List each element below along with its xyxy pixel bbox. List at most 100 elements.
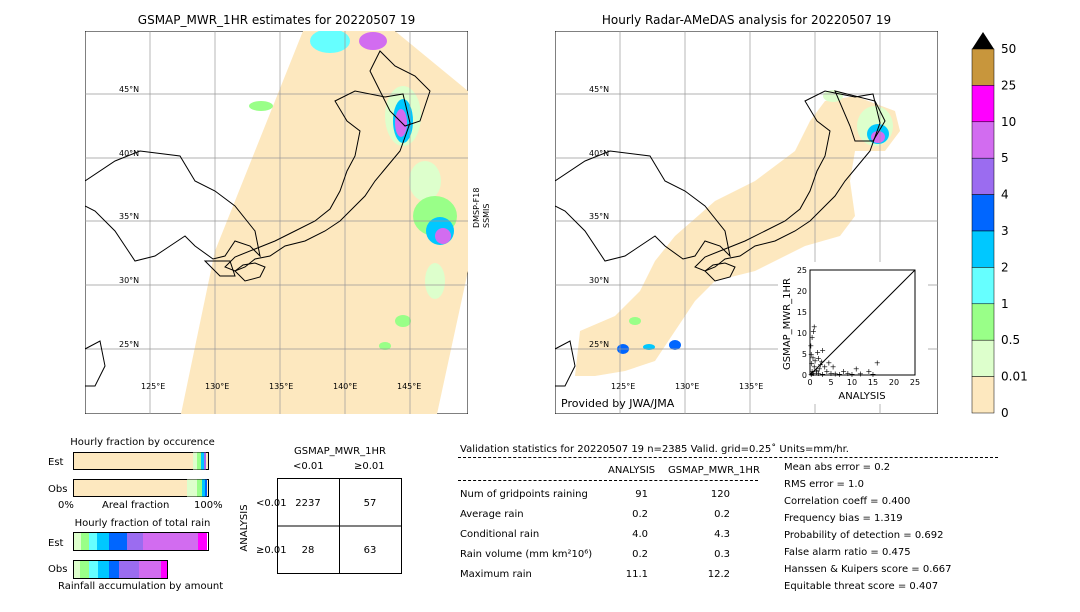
- scatter-point: +: [874, 358, 881, 367]
- data-credit: Provided by JWA/JMA: [561, 397, 675, 410]
- scatter-point: +: [823, 367, 830, 376]
- scatter-ytick-label: 25: [797, 266, 807, 275]
- scatter-chart: +++++++++++++++++++++++++++ +++++++++++ 0…: [778, 262, 928, 404]
- scatter-points: +++++++++++++++++++++++++++ +++++++++++: [807, 323, 880, 379]
- occurrence-est-label: Est: [48, 457, 64, 468]
- scatter-point: +: [844, 369, 851, 378]
- one-to-one-line: [809, 269, 916, 376]
- scatter-point: +: [810, 369, 817, 378]
- scatter-point: +: [813, 368, 820, 377]
- row-label-1: Num of gridpoints raining: [460, 489, 588, 500]
- left-rain-features: [249, 31, 457, 350]
- score-4: Frequency bias = 1.319: [784, 513, 903, 524]
- scatter-point: +: [853, 365, 860, 374]
- contingency-table: ANALYSIS <0.01 ≥0.01 2237 57 28 63: [239, 478, 402, 574]
- contingency-col-lt: <0.01: [293, 461, 324, 472]
- svg-text:145°E: 145°E: [397, 382, 421, 391]
- scatter-xtick-label: 20: [889, 378, 899, 387]
- svg-text:SSMIS: SSMIS: [482, 204, 491, 229]
- row-analysis-1: 91: [635, 489, 648, 500]
- scatter-point: +: [813, 366, 820, 375]
- colorbar-label: 0.01: [1001, 370, 1028, 384]
- svg-text:135°E: 135°E: [739, 382, 763, 391]
- left-lat-labels: 45°N 40°N 35°N 30°N 25°N: [119, 85, 139, 349]
- validation-header: Validation statistics for 20220507 19 n=…: [460, 444, 849, 455]
- scatter-point: +: [808, 359, 815, 368]
- contingency-cell-2: 57: [364, 498, 377, 509]
- scatter-point: +: [832, 370, 839, 379]
- svg-text:30°N: 30°N: [119, 276, 139, 285]
- row-gsmap-4: 0.3: [714, 549, 730, 560]
- scatter-point: +: [807, 342, 814, 351]
- scatter-xtick-label: 5: [828, 378, 833, 387]
- occurrence-obs-label: Obs: [48, 484, 68, 495]
- scatter-point: +: [809, 367, 816, 376]
- row-analysis-3: 4.0: [632, 529, 648, 540]
- colorbar-label: 5: [1001, 151, 1009, 165]
- colorbar-swatch: [971, 230, 995, 268]
- colorbar-label: 25: [1001, 78, 1016, 92]
- scatter-point: +: [817, 361, 824, 370]
- swath-label: DMSP-F18 SSMIS: [472, 188, 491, 229]
- left-lon-labels: 125°E 130°E 135°E 140°E 145°E: [141, 382, 421, 391]
- scatter-xtick-label: 0: [807, 378, 812, 387]
- score-1: Mean abs error = 0.2: [784, 462, 891, 473]
- scatter-point: +: [857, 370, 864, 379]
- scatter-point: +: [815, 369, 822, 378]
- row-label-2: Average rain: [460, 509, 524, 520]
- scatter-point: +: [821, 363, 828, 372]
- scatter-point: +: [819, 346, 826, 355]
- total-rain-title: Hourly fraction of total rain: [74, 518, 211, 529]
- row-analysis-5: 11.1: [625, 569, 648, 580]
- scatter-point: +: [826, 358, 833, 367]
- colorbar-blocks: [971, 48, 995, 414]
- svg-text:135°E: 135°E: [269, 382, 293, 391]
- scatter-point: +: [836, 370, 843, 379]
- row-label-3: Conditional rain: [460, 529, 540, 540]
- scatter-ylabel: GSMAP_MWR_1HR: [782, 278, 793, 370]
- colorbar-swatch: [971, 194, 995, 232]
- svg-text:45°N: 45°N: [589, 85, 609, 94]
- scatter-point: +: [828, 369, 835, 378]
- row-gsmap-1: 120: [710, 489, 730, 500]
- occurrence-axis-mid: Areal fraction: [102, 500, 170, 511]
- svg-text:25°N: 25°N: [119, 340, 139, 349]
- score-6: False alarm ratio = 0.475: [784, 547, 911, 558]
- header-divider: [458, 457, 998, 458]
- svg-text:DMSP-F18: DMSP-F18: [472, 188, 481, 228]
- colorbar-swatch: [971, 267, 995, 305]
- col-gsmap: GSMAP_MWR_1HR: [668, 465, 760, 476]
- row-gsmap-5: 12.2: [707, 569, 730, 580]
- left-map-grid: [85, 31, 468, 414]
- svg-text:125°E: 125°E: [141, 382, 165, 391]
- left-map-title: GSMAP_MWR_1HR estimates for 20220507 19: [137, 13, 416, 27]
- svg-text:35°N: 35°N: [119, 212, 139, 221]
- right-coastlines: [555, 90, 886, 387]
- scatter-point: +: [865, 367, 872, 376]
- row-gsmap-3: 4.3: [714, 529, 730, 540]
- scatter-point: +: [808, 370, 815, 379]
- svg-text:35°N: 35°N: [589, 212, 609, 221]
- scatter-point: +: [815, 354, 822, 363]
- row-gsmap-2: 0.2: [714, 509, 730, 520]
- colorbar-extend-arrow: [972, 32, 994, 49]
- scatter-point: +: [870, 370, 877, 379]
- occurrence-axis-left: 0%: [58, 500, 74, 511]
- colorbar-swatch: [971, 85, 995, 123]
- left-map: 45°N 40°N 35°N 30°N 25°N 125°E 130°E 135…: [85, 31, 468, 414]
- colorbar-swatch: [971, 157, 995, 195]
- total-rain-est-label: Est: [48, 538, 64, 549]
- right-lon-labels: 125°E 130°E 135°E: [611, 382, 763, 391]
- scatter-point: +: [811, 363, 818, 372]
- scatter-xtick-label: 15: [868, 378, 878, 387]
- svg-text:130°E: 130°E: [675, 382, 699, 391]
- scatter-xticks: 0 5 10 15 20 25: [807, 378, 920, 387]
- colorbar-label: 0: [1001, 406, 1009, 418]
- row-label-4: Rain volume (mm km²10⁶): [460, 549, 593, 560]
- colorbar-swatch: [971, 339, 995, 377]
- right-lat-labels: 45°N 40°N 35°N 30°N 25°N: [589, 85, 609, 349]
- scatter-point: +: [818, 358, 825, 367]
- svg-text:130°E: 130°E: [205, 382, 229, 391]
- scatter-point: +: [830, 363, 837, 372]
- row-analysis-4: 0.2: [632, 549, 648, 560]
